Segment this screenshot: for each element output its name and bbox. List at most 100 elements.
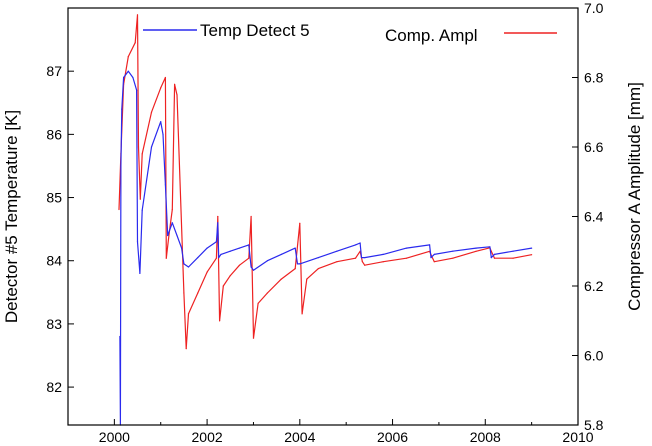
- series-point-comp: [238, 264, 241, 266]
- series-point-comp: [280, 278, 282, 280]
- series-point-comp: [183, 292, 185, 294]
- series-point-comp: [185, 348, 187, 350]
- series-point-temp: [354, 244, 357, 246]
- series-point-temp: [183, 263, 185, 265]
- series-point-comp: [171, 208, 173, 211]
- series-point-comp: [252, 337, 255, 339]
- series-point-comp: [217, 215, 219, 218]
- series-point-temp: [150, 146, 153, 148]
- axis-ticks: 2000 2002 2004 2006 2008 2010 82 83 84 85 86 87 5.8 6…: [46, 0, 603, 445]
- series-point-comp: [136, 14, 139, 16]
- y-axis-title-right: Compressor A Amplitude [mm]: [625, 82, 644, 311]
- series-point-temp: [429, 244, 431, 246]
- series-point-temp: [489, 246, 491, 248]
- series-line-comp: [118, 14, 532, 350]
- series-point-temp: [217, 222, 219, 224]
- series-point-temp: [296, 263, 299, 265]
- y-tick-label-right: 5.8: [584, 417, 604, 433]
- y-tick-label-right: 6.8: [584, 70, 604, 86]
- series-point-comp: [165, 257, 167, 259]
- series-point-comp: [248, 257, 250, 259]
- series-point-temp: [248, 244, 250, 246]
- series-point-comp: [317, 268, 319, 270]
- series-point-comp: [301, 313, 303, 315]
- series-point-temp: [164, 184, 166, 186]
- series-point-comp: [229, 275, 231, 277]
- series-point-temp: [139, 272, 141, 274]
- series-point-temp: [490, 257, 492, 259]
- series-point-comp: [250, 215, 252, 218]
- series-point-comp: [306, 278, 308, 280]
- x-tick-label: 2006: [377, 429, 408, 445]
- series-point-comp: [475, 250, 477, 252]
- series-point-comp: [176, 94, 178, 96]
- series-point-temp: [531, 247, 533, 249]
- series-point-comp: [219, 320, 221, 322]
- series-point-temp: [120, 165, 122, 167]
- y-axis-title-left: Detector #5 Temperature [K]: [2, 110, 21, 323]
- series-point-temp: [336, 250, 338, 252]
- y-tick-label-left: 83: [46, 316, 62, 332]
- x-tick-label: 2004: [284, 429, 315, 445]
- series-point-comp: [405, 257, 408, 259]
- series-point-comp: [197, 292, 199, 294]
- plot-area: [118, 14, 533, 426]
- series-point-temp: [430, 257, 432, 259]
- y-tick-label-left: 87: [46, 63, 62, 79]
- series-point-temp: [206, 247, 208, 249]
- y-tick-label-left: 86: [46, 126, 62, 142]
- series-point-comp: [299, 222, 301, 224]
- series-point-temp: [294, 247, 296, 249]
- series-point-temp: [121, 108, 123, 110]
- series-point-temp: [280, 253, 282, 255]
- series-point-comp: [164, 76, 166, 79]
- series-point-temp: [252, 269, 255, 271]
- series-point-comp: [127, 56, 129, 58]
- y-tick-label-right: 7.0: [584, 0, 604, 16]
- series-point-comp: [531, 254, 533, 256]
- series-point-comp: [493, 257, 496, 259]
- series-point-temp: [136, 241, 139, 243]
- series-point-comp: [512, 257, 514, 259]
- series-point-comp: [361, 261, 363, 263]
- series-point-comp: [160, 87, 162, 89]
- series-point-temp: [433, 253, 435, 255]
- series-point-temp: [238, 247, 241, 249]
- y-tick-label-right: 6.2: [584, 278, 604, 294]
- y-tick-label-left: 85: [46, 190, 62, 206]
- series-point-temp: [167, 234, 169, 237]
- x-tick-label: 2008: [470, 429, 501, 445]
- series-point-temp: [132, 76, 134, 79]
- series-point-temp: [475, 247, 477, 249]
- series-point-comp: [187, 313, 190, 315]
- series-point-temp: [220, 253, 222, 255]
- series-point-comp: [137, 146, 140, 148]
- series-point-temp: [266, 260, 268, 262]
- series-point-comp: [206, 271, 208, 273]
- series-point-temp: [360, 257, 363, 259]
- series-point-comp: [174, 83, 176, 85]
- series-point-comp: [433, 261, 435, 263]
- series-point-temp: [299, 263, 301, 265]
- series-point-comp: [222, 285, 224, 287]
- series-point-comp: [118, 208, 120, 211]
- y-tick-label-right: 6.4: [584, 209, 604, 225]
- series-point-comp: [266, 292, 268, 294]
- legend: Temp Detect 5 Comp. Ampl: [143, 21, 557, 45]
- series-point-temp: [215, 241, 217, 243]
- series-point-temp: [512, 250, 514, 252]
- legend-label-comp: Comp. Ampl: [385, 26, 478, 45]
- y-tick-label-right: 6.0: [584, 348, 604, 364]
- series-point-temp: [141, 209, 143, 211]
- series-point-temp: [250, 266, 252, 268]
- series-point-comp: [150, 111, 153, 113]
- series-point-comp: [294, 268, 296, 270]
- series-point-temp: [493, 253, 496, 255]
- series-point-temp: [160, 121, 162, 123]
- y-tick-label-left: 82: [46, 379, 62, 395]
- series-point-comp: [382, 261, 384, 263]
- series-point-temp: [405, 247, 408, 249]
- series-point-comp: [257, 302, 259, 304]
- series-point-temp: [317, 257, 319, 259]
